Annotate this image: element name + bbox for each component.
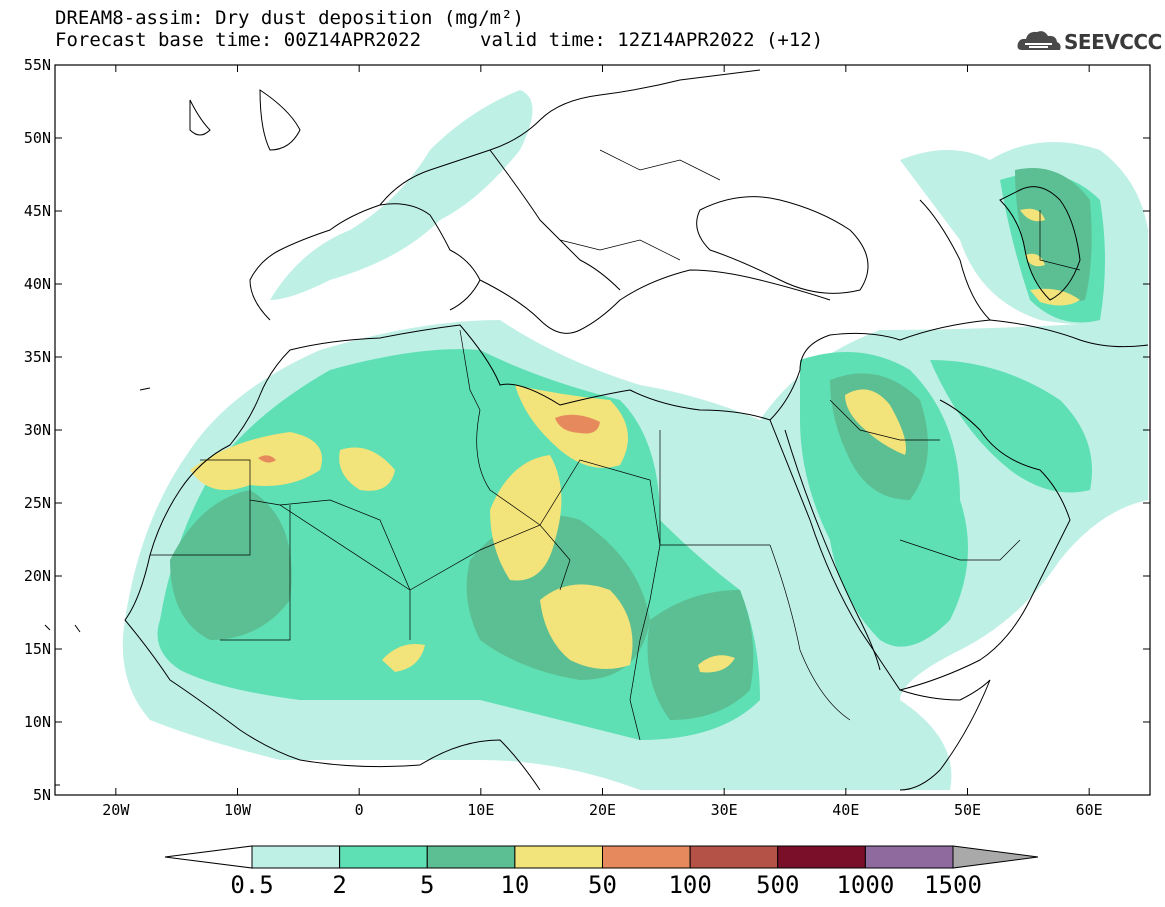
colorbar-box: [689, 845, 779, 869]
colorbar-boxes: [251, 845, 954, 869]
colorbar-box: [514, 845, 603, 869]
dust-field-yellow-algeria: [339, 447, 395, 491]
seevccc-logo: SEEVCCC: [1016, 26, 1162, 56]
lon-label: 0: [355, 801, 364, 819]
lon-label: 20E: [589, 801, 616, 819]
colorbar-box: [602, 845, 691, 869]
lat-label: 10N: [24, 713, 51, 731]
dust-field-dark-sudan: [647, 590, 754, 720]
forecast-base-time: Forecast base time: 00Z14APR2022: [55, 29, 422, 51]
lon-label: 30E: [711, 801, 738, 819]
dust-field-orange-libya: [555, 414, 600, 434]
dust-field-orange-morocco: [258, 455, 276, 463]
dust-field-yellow-caspian: [1020, 208, 1080, 306]
coastlines: [44, 69, 1149, 791]
lon-label: 10W: [224, 801, 252, 819]
dust-fields: [122, 90, 1148, 790]
colorbar-label: 2: [332, 871, 346, 899]
dust-field-dark-caspian: [1015, 168, 1092, 302]
longitude-axis: 20W 10W 0 10E 20E 30E 40E 50E 60E: [102, 65, 1103, 819]
cloud-logo-icon: [1017, 31, 1061, 50]
colorbar-high-arrow: [952, 845, 1039, 869]
dust-field-yellow-nigeria: [382, 644, 425, 672]
latitude-axis: 55N 50N 45N 40N 35N 30N 25N 20N 15N 10N 5N: [24, 56, 1150, 804]
lat-label: 20N: [24, 567, 51, 585]
dust-field-dark-west: [170, 490, 292, 640]
colorbar-label: 5: [420, 871, 434, 899]
valid-time: valid time: 12Z14APR2022 (+12): [480, 29, 824, 51]
colorbar-label: 1000: [836, 871, 894, 899]
lat-label: 15N: [24, 640, 51, 658]
colorbar-low-arrow: [164, 845, 253, 869]
colorbar-box: [251, 845, 341, 869]
dust-field-medium-iran: [930, 360, 1092, 493]
logo-text: SEEVCCC: [1064, 30, 1162, 54]
dust-field-yellow-niger: [490, 455, 562, 581]
colorbar-box: [864, 845, 954, 869]
dust-field-yellow-arabia: [845, 389, 906, 455]
lat-label: 55N: [24, 56, 51, 74]
dust-field-yellow-chad: [540, 584, 633, 669]
lon-label: 20W: [102, 801, 130, 819]
dust-field-yellow-morocco: [190, 432, 322, 490]
lat-label: 50N: [24, 129, 51, 147]
dust-field-light-europe: [270, 90, 533, 300]
colorbar-box: [426, 845, 516, 869]
lat-label: 45N: [24, 202, 51, 220]
colorbar-label: 1500: [924, 871, 982, 899]
country-borders: [150, 149, 1081, 741]
colorbar-labels: 0.5 2 5 10 50 100 500 1000 1500: [230, 871, 982, 899]
lon-label: 50E: [954, 801, 981, 819]
lat-label: 5N: [33, 786, 51, 804]
map-title: DREAM8-assim: Dry dust deposition (mg/m²…: [55, 7, 524, 29]
lat-label: 40N: [24, 275, 51, 293]
colorbar-label: 100: [668, 871, 711, 899]
colorbar-box: [777, 845, 866, 869]
dust-field-yellow-sudan: [698, 655, 735, 673]
colorbar-label: 500: [756, 871, 799, 899]
colorbar-label: 10: [500, 871, 529, 899]
lon-label: 60E: [1076, 801, 1103, 819]
colorbar-label: 50: [588, 871, 617, 899]
lat-label: 30N: [24, 421, 51, 439]
lat-label: 25N: [24, 494, 51, 512]
lon-label: 10E: [467, 801, 494, 819]
colorbar-box: [339, 845, 428, 869]
colorbar-label: 0.5: [230, 871, 273, 899]
lat-label: 35N: [24, 348, 51, 366]
lon-label: 40E: [832, 801, 859, 819]
